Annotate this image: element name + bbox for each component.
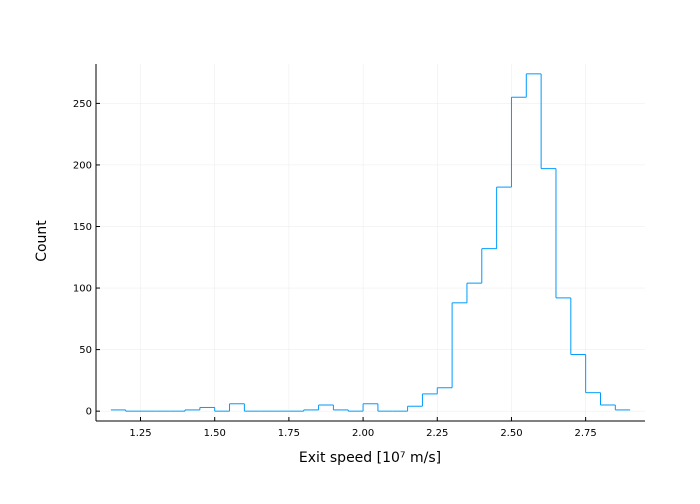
y-tick-label: 100 [73,284,92,295]
y-tick-label: 150 [73,222,92,233]
x-axis-title: Exit speed [10⁷ m/s] [299,450,441,466]
x-tick-label: 2.50 [500,428,522,439]
y-tick-label: 200 [73,160,92,171]
x-tick-label: 2.00 [352,428,374,439]
axis-layer [95,64,645,422]
y-tick-label: 50 [79,345,92,356]
x-tick-label: 1.75 [278,428,300,439]
tick-layer: 1.25 1.50 1.75 2.00 2.25 2.50 2.75 0 50 100 150 200… [73,99,597,439]
y-axis-title: Count [34,220,50,262]
y-tick-label: 0 [86,407,92,418]
x-tick-label: 1.50 [204,428,226,439]
x-tick-label: 1.25 [129,428,151,439]
x-tick-label: 2.75 [575,428,597,439]
grid-layer [96,64,645,421]
series-layer [110,73,631,412]
x-tick-label: 2.25 [426,428,448,439]
y-tick-label: 250 [73,99,92,110]
